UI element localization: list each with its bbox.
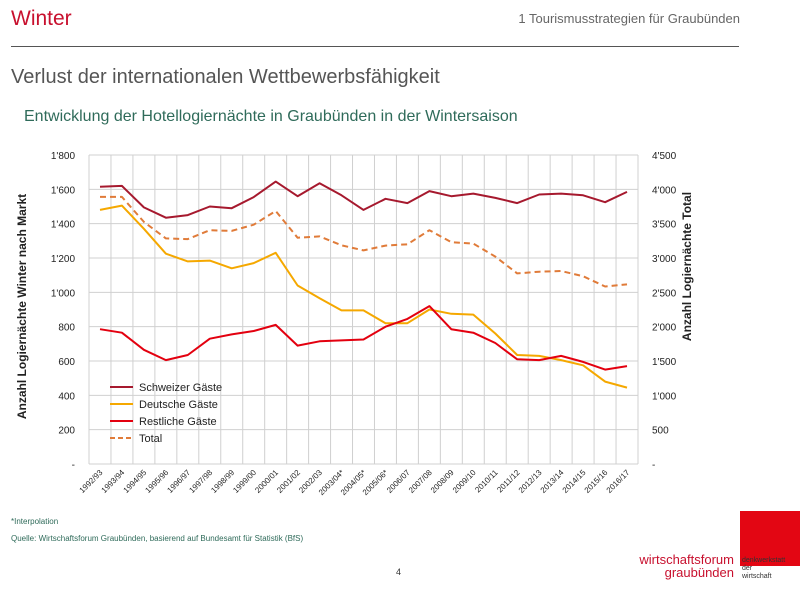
series-line-schweizer-gäste xyxy=(99,180,628,219)
logo-tagline: denkwerkstatt der wirtschaft xyxy=(742,557,785,581)
y-tick-left: 600 xyxy=(58,357,75,368)
logo-line1: wirtschaftsforum xyxy=(639,552,734,567)
source-note: Quelle: Wirtschaftsforum Graubünden, bas… xyxy=(11,534,304,543)
logo-tagline-1: denkwerkstatt xyxy=(742,557,786,564)
logo-tagline-3: wirtschaft xyxy=(742,573,772,580)
y-tick-left: 1'800 xyxy=(51,151,76,162)
logo-wordmark: wirtschaftsforum graubünden xyxy=(626,553,734,579)
series-line-deutsche-gäste xyxy=(99,204,628,389)
y-tick-right: 1'500 xyxy=(652,357,677,368)
series-line-total xyxy=(100,195,628,288)
y-tick-left: 1'200 xyxy=(51,254,76,265)
y-tick-right: 3'500 xyxy=(652,220,677,231)
y-axis-title-left: Anzahl Logiernächte Winter nach Markt xyxy=(15,194,29,419)
y-axis-title-right: Anzahl Logiernächte Total xyxy=(680,192,694,341)
line-chart: - - 200 500 400 1'000 600 1'500 800 2'000 1'000 2'5… xyxy=(15,151,694,497)
legend-label: Schweizer Gäste xyxy=(139,382,222,394)
y-tick-right: 500 xyxy=(652,426,669,437)
page-headline: Verlust der internationalen Wettbewerbsf… xyxy=(11,66,440,88)
y-tick-left: 200 xyxy=(58,426,75,437)
chart-gridlines xyxy=(88,154,639,465)
legend-label: Restliche Gäste xyxy=(139,416,217,428)
legend-label: Deutsche Gäste xyxy=(139,399,218,411)
x-tick-label: 2009/10 xyxy=(451,468,478,495)
y-tick-right: 3'000 xyxy=(652,254,677,265)
logo-tagline-2: der xyxy=(742,565,753,572)
y-tick-left: 1'600 xyxy=(51,185,76,196)
page-number: 4 xyxy=(396,567,402,577)
y-tick-left: 1'400 xyxy=(51,220,76,231)
footnote: *Interpolation xyxy=(11,517,59,526)
chart-title: Entwicklung der Hotellogiernächte in Gra… xyxy=(24,108,518,125)
y-tick-left: - xyxy=(72,460,75,471)
chart-legend: Schweizer Gäste Deutsche Gäste Restliche G… xyxy=(110,382,222,445)
y-tick-right: 2'000 xyxy=(652,323,677,334)
logo-red-square xyxy=(740,511,800,566)
legend-label: Total xyxy=(139,433,162,445)
x-tick-label: 2010/11 xyxy=(473,468,500,495)
logo-line2: graubünden xyxy=(664,565,734,580)
chart-series xyxy=(99,180,628,389)
y-tick-right: - xyxy=(652,460,655,471)
x-tick-label: 2016/17 xyxy=(605,468,632,495)
y-tick-right: 4'500 xyxy=(652,151,677,162)
y-tick-right: 2'500 xyxy=(652,288,677,299)
chapter-title: 1 Tourismusstrategien für Graubünden xyxy=(518,11,740,26)
y-tick-left: 400 xyxy=(58,391,75,402)
y-tick-left: 800 xyxy=(58,323,75,334)
y-tick-left: 1'000 xyxy=(51,288,76,299)
section-title: Winter xyxy=(11,7,72,30)
header-divider xyxy=(11,46,739,47)
series-line-restliche-gäste xyxy=(99,305,628,371)
y-tick-right: 4'000 xyxy=(652,185,677,196)
y-tick-right: 1'000 xyxy=(652,391,677,402)
